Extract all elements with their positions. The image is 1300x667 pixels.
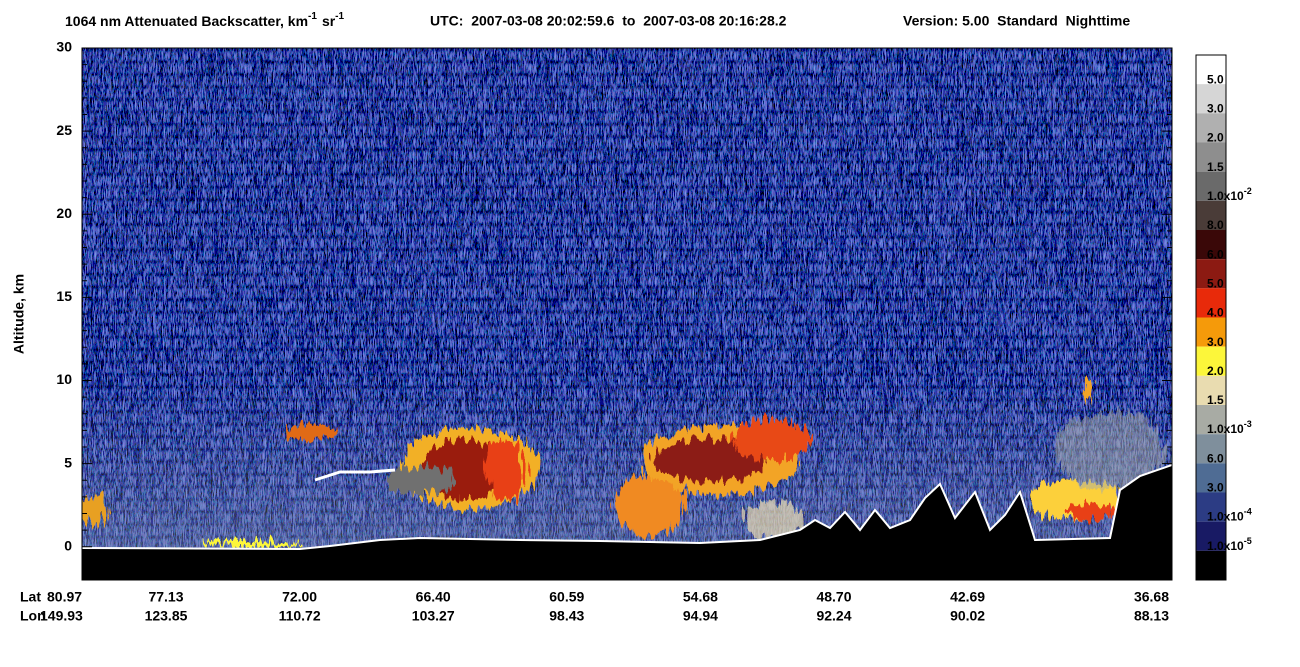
- colorbar-label: 6.0: [1207, 247, 1224, 261]
- colorbar-swatch: [1196, 200, 1226, 230]
- colorbar-label: 3.0: [1207, 335, 1224, 349]
- colorbar-label-base: 1.0x10: [1207, 539, 1244, 553]
- x-tick-label: 90.02: [950, 608, 985, 624]
- x-tick-label: 77.13: [148, 589, 183, 605]
- chart-title: 1064 nm Attenuated Backscatter, km-1 sr-1: [65, 11, 345, 29]
- title-text: sr: [322, 13, 336, 29]
- x-tick-label: 72.00: [282, 589, 317, 605]
- colorbar-swatch: [1196, 434, 1226, 464]
- colorbar-label: 5.0: [1207, 277, 1224, 291]
- x-tick-label: 60.59: [549, 589, 584, 605]
- colorbar-swatch: [1196, 84, 1226, 114]
- x-tick-label: 110.72: [279, 608, 321, 624]
- colorbar-label: 1.5: [1207, 393, 1224, 407]
- ground-return: [82, 464, 1172, 551]
- colorbar-swatch: [1196, 288, 1226, 318]
- colorbar-swatch: [1196, 463, 1226, 493]
- colorbar-swatch: [1196, 142, 1226, 172]
- version: Version: 5.00 Standard Nighttime: [903, 13, 1130, 29]
- title-text: 1064 nm Attenuated Backscatter, km: [65, 13, 308, 29]
- colorbar-swatch: [1196, 171, 1226, 201]
- colorbar-label-exp: -2: [1244, 186, 1252, 196]
- surface: [82, 465, 1172, 580]
- colorbar-frame: [1195, 54, 1227, 581]
- colorbar-label-base: 1.0x10: [1207, 510, 1244, 524]
- colorbar-label-exp: -4: [1244, 507, 1252, 517]
- clouds: [82, 378, 1165, 547]
- x-tick-label: 36.68: [1134, 589, 1169, 605]
- x-row-label: Lon: [20, 608, 46, 624]
- colorbar-swatch: [1196, 55, 1226, 85]
- colorbar-label: 2.0: [1207, 131, 1224, 145]
- colorbar-label: 8.0: [1207, 218, 1224, 232]
- y-tick-label: 15: [56, 288, 72, 304]
- colorbar-label: 4.0: [1207, 306, 1224, 320]
- cloud-top: [314, 468, 396, 482]
- colorbar-label: 1.0x10-4: [1207, 507, 1252, 524]
- colorbar-label-base: 1.0x10: [1207, 189, 1244, 203]
- y-tick-label: 5: [64, 454, 72, 470]
- x-tick-label: 98.43: [549, 608, 584, 624]
- colorbar-swatch: [1196, 492, 1226, 522]
- x-tick-label: 92.24: [816, 608, 851, 624]
- colorbar-swatch: [1196, 521, 1226, 551]
- colorbar-swatch: [1196, 405, 1226, 435]
- colorbar-label: 2.0: [1207, 364, 1224, 378]
- x-tick-label: 94.94: [683, 608, 718, 624]
- y-axis-label: Altitude, km: [11, 274, 27, 354]
- y-tick-label: 0: [64, 537, 72, 553]
- subtitle: UTC: 2007-03-08 20:02:59.6 to 2007-03-08…: [430, 13, 787, 29]
- x-tick-label: 123.85: [145, 608, 188, 624]
- y-tick-label: 25: [56, 122, 72, 138]
- colorbar-label: 3.0: [1207, 102, 1224, 116]
- x-tick-label: 42.69: [950, 589, 985, 605]
- y-tick-label: 10: [56, 371, 72, 387]
- colorbar-swatch: [1196, 346, 1226, 376]
- colorbar-swatch: [1196, 113, 1226, 143]
- colorbar-label: 1.0x10-5: [1207, 536, 1252, 553]
- x-tick-label: 149.93: [40, 608, 83, 624]
- x-tick-label: 103.27: [412, 608, 455, 624]
- colorbar-swatch: [1196, 317, 1226, 347]
- x-tick-label: 66.40: [416, 589, 451, 605]
- x-row-label: Lat: [20, 589, 41, 605]
- y-tick-label: 20: [56, 205, 72, 221]
- colorbar-label: 5.0: [1207, 72, 1224, 86]
- title-sup: -1: [335, 11, 344, 22]
- title-sup: -1: [308, 11, 317, 22]
- colorbar-label-exp: -5: [1244, 536, 1252, 546]
- y-tick-label: 30: [56, 39, 72, 55]
- x-tick-label: 48.70: [816, 589, 851, 605]
- x-tick-label: 54.68: [683, 589, 718, 605]
- colorbar: 5.03.02.01.51.0x10-28.06.05.04.03.02.01.…: [1195, 54, 1252, 581]
- plot-area: [82, 48, 1172, 580]
- colorbar-label: 1.0x10-3: [1207, 420, 1252, 437]
- colorbar-swatch: [1196, 375, 1226, 405]
- x-tick-label: 80.97: [47, 589, 82, 605]
- colorbar-label-exp: -3: [1244, 420, 1252, 430]
- colorbar-swatch: [1196, 230, 1226, 260]
- colorbar-label: 3.0: [1207, 481, 1224, 495]
- x-tick-label: 88.13: [1134, 608, 1169, 624]
- colorbar-label-base: 1.0x10: [1207, 422, 1244, 436]
- colorbar-label: 1.5: [1207, 160, 1224, 174]
- colorbar-swatch: [1196, 550, 1226, 580]
- colorbar-swatch: [1196, 259, 1226, 289]
- colorbar-label: 1.0x10-2: [1207, 186, 1252, 203]
- colorbar-label: 6.0: [1207, 452, 1224, 466]
